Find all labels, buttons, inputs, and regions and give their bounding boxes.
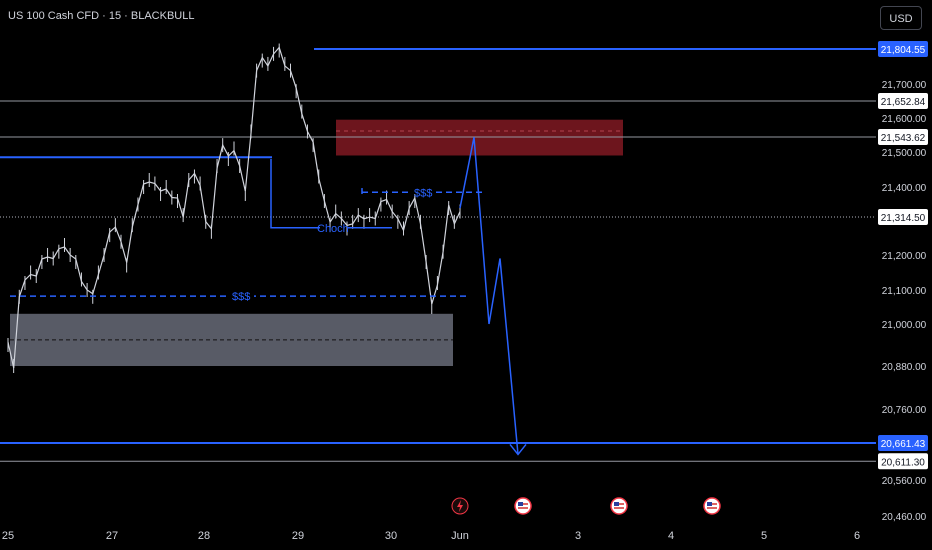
price-level-label: 20,611.30	[881, 457, 925, 468]
us-flag-canton	[518, 502, 523, 506]
price-level-label: 21,314.50	[881, 213, 926, 224]
drawings-layer: Choch $$$ $$$	[10, 137, 527, 456]
choch-label: Choch	[317, 223, 349, 235]
price-level-tag	[878, 129, 928, 145]
price-layer	[7, 43, 461, 373]
price-level-tag	[878, 453, 928, 470]
x-tick-label: 6	[854, 530, 860, 542]
y-tick-label: 20,880.00	[882, 362, 927, 373]
zones-layer	[10, 119, 623, 366]
y-tick-label: 21,700.00	[882, 80, 927, 91]
currency-button[interactable]: USD	[880, 6, 922, 30]
choch-line	[270, 159, 320, 229]
lightning-icon	[457, 500, 463, 512]
x-tick-label: 28	[198, 530, 210, 542]
x-tick-label: Jun	[451, 530, 469, 542]
x-tick-label: 5	[761, 530, 767, 542]
liquidity-upper-label: $$$	[414, 187, 432, 199]
y-tick-label: 20,760.00	[882, 405, 927, 416]
y-tick-label: 21,400.00	[882, 183, 927, 194]
y-tick-label: 20,560.00	[882, 476, 927, 487]
price-level-label: 20,661.43	[881, 439, 926, 450]
x-tick-label: 29	[292, 530, 304, 542]
us-flag-canton	[707, 502, 712, 506]
projection-path	[459, 137, 519, 455]
liquidity-lower-label: $$$	[232, 291, 250, 303]
events-layer	[451, 497, 721, 515]
price-level-label: 21,652.84	[881, 97, 926, 108]
x-tick-label: 27	[106, 530, 118, 542]
y-tick-label: 21,000.00	[882, 320, 927, 331]
supply-zone	[336, 119, 623, 156]
y-tick-label: 21,100.00	[882, 286, 927, 297]
axis-layer: 20,460.00 20,560.00 20,760.00 20,880.00 21,0…	[2, 80, 927, 542]
y-tick-label: 20,460.00	[882, 512, 927, 523]
x-tick-label: 25	[2, 530, 14, 542]
y-tick-label: 21,600.00	[882, 114, 927, 125]
y-tick-label: 21,500.00	[882, 148, 927, 159]
price-level-tag	[878, 435, 928, 451]
x-tick-label: 4	[668, 530, 674, 542]
chart-title: US 100 Cash CFD · 15 · BLACKBULL	[8, 10, 195, 22]
price-level-tag	[878, 41, 928, 57]
x-tick-label: 3	[575, 530, 581, 542]
levels-layer: 21,804.55 21,652.84 21,543.62 21,314.50 20,6…	[0, 41, 928, 470]
price-level-tag	[878, 209, 928, 225]
projection-arrowhead	[509, 443, 527, 456]
price-level-label: 21,804.55	[881, 45, 926, 56]
price-level-label: 21,543.62	[881, 133, 926, 144]
liquidity-lower-label-bg	[228, 289, 254, 304]
y-tick-label: 21,200.00	[882, 251, 927, 262]
x-tick-label: 30	[385, 530, 397, 542]
us-flag-canton	[614, 502, 619, 506]
price-level-tag	[878, 93, 928, 109]
